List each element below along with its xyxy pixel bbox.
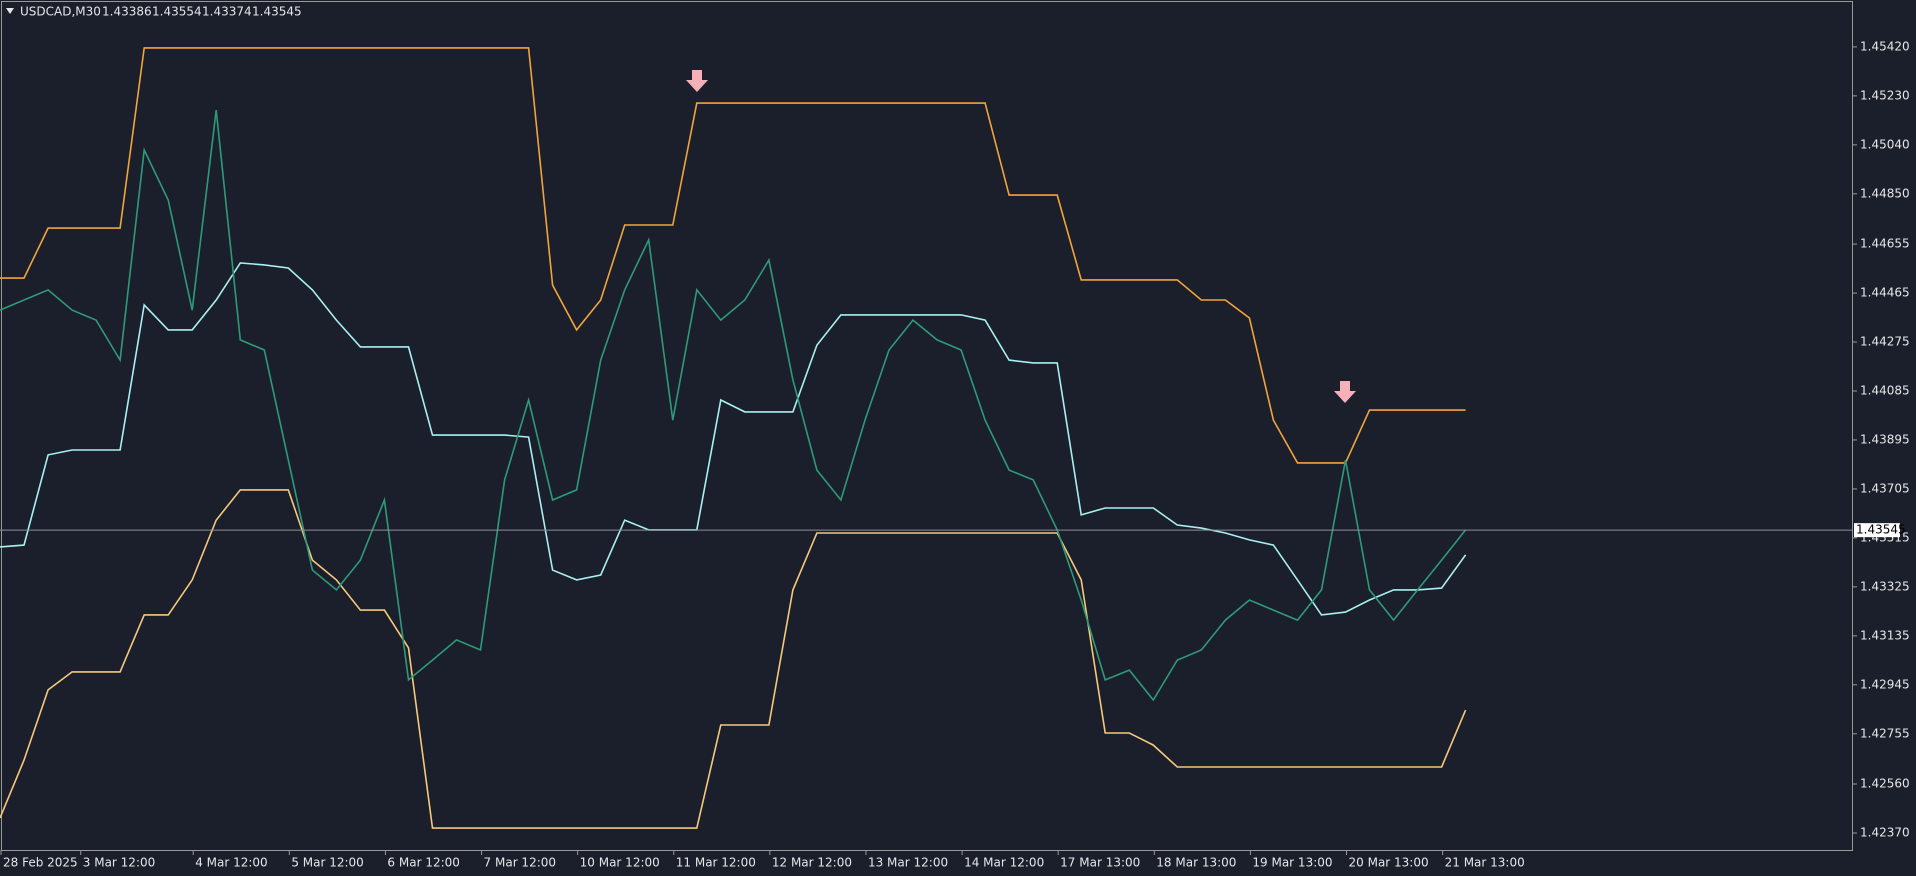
- plot: [0, 47, 1467, 829]
- plot-frame: [1, 1, 1853, 851]
- x-tick-label: 7 Mar 12:00: [484, 856, 556, 870]
- last-price-box: [1854, 523, 1900, 538]
- x-tick-label: 13 Mar 12:00: [868, 856, 948, 870]
- series-line: [0, 47, 1466, 464]
- y-tick-label: 1.45040: [1860, 137, 1910, 151]
- y-tick-label: 1.44465: [1860, 286, 1910, 300]
- series-line: [0, 110, 1467, 702]
- x-tick-label: 3 Mar 12:00: [83, 856, 156, 870]
- x-tick-label: 18 Mar 13:00: [1156, 856, 1236, 870]
- y-tick-label: 1.43705: [1860, 481, 1910, 495]
- x-tick-label: 20 Mar 13:00: [1349, 856, 1429, 870]
- y-tick-label: 1.43135: [1860, 628, 1910, 642]
- x-tick-label: 19 Mar 13:00: [1252, 856, 1332, 870]
- y-tick-label: 1.44275: [1860, 335, 1910, 349]
- x-tick-label: 4 Mar 12:00: [195, 856, 268, 870]
- x-tick-label: 10 Mar 12:00: [580, 856, 660, 870]
- signal-arrow: [686, 70, 708, 92]
- x-tick-label: 12 Mar 12:00: [772, 856, 852, 870]
- y-tick-label: 1.45420: [1860, 39, 1910, 53]
- y-tick-label: 1.45230: [1860, 88, 1910, 102]
- x-tick-label: 11 Mar 12:00: [676, 856, 756, 870]
- y-tick-label: 1.42370: [1860, 825, 1910, 839]
- symbol: USDCAD,M30: [20, 5, 101, 19]
- y-tick-label: 1.44850: [1860, 186, 1910, 200]
- x-tick-label: 5 Mar 12:00: [291, 856, 364, 870]
- y-tick-label: 1.44085: [1860, 383, 1910, 397]
- y-tick-label: 1.42755: [1860, 726, 1910, 740]
- menu-triangle[interactable]: [6, 8, 14, 14]
- close: 1.43545: [252, 5, 302, 19]
- x-tick-label: 17 Mar 13:00: [1060, 856, 1140, 870]
- y-tick-label: 1.43325: [1860, 579, 1910, 593]
- x-tick-label: 6 Mar 12:00: [387, 856, 460, 870]
- y-tick-label: 1.42560: [1860, 777, 1910, 791]
- series-line: [0, 262, 1467, 616]
- y-tick-label: 1.43895: [1860, 432, 1910, 446]
- open: 1.43386: [102, 5, 152, 19]
- last-price-label: 1.43545: [1856, 523, 1906, 537]
- x-tick-label: 28 Feb 2025: [3, 856, 78, 870]
- x-tick-label: 14 Mar 12:00: [964, 856, 1044, 870]
- series-line: [0, 489, 1467, 829]
- y-tick-label: 1.42945: [1860, 677, 1910, 691]
- x-tick-label: 21 Mar 13:00: [1445, 856, 1525, 870]
- low: 1.43374: [202, 5, 252, 19]
- y-tick-label: 1.44655: [1860, 237, 1910, 251]
- high: 1.43554: [152, 5, 202, 19]
- signal-arrow: [1334, 381, 1356, 403]
